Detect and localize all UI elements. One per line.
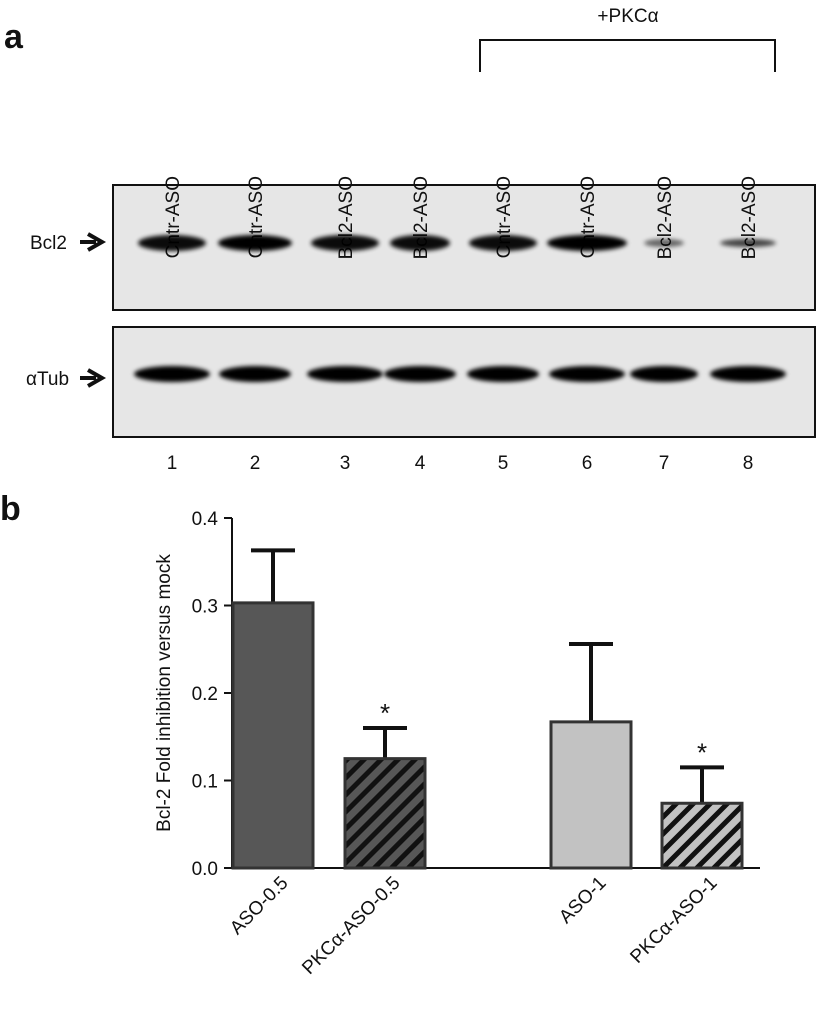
- panel-label: a: [4, 18, 24, 56]
- band: [469, 235, 537, 251]
- row-label: αTub: [26, 369, 69, 390]
- lane-label: Bcl2-ASO: [655, 176, 676, 259]
- lane-number: 3: [340, 453, 351, 474]
- lane-number: 2: [250, 453, 261, 474]
- y-tick-label: 0.0: [192, 859, 218, 880]
- blot-bcl2: [112, 184, 816, 311]
- lane-number: 1: [167, 453, 178, 474]
- bracket: [479, 39, 776, 72]
- y-tick-label: 0.2: [192, 684, 218, 705]
- band: [710, 366, 786, 382]
- blot-tubulin: [112, 326, 816, 438]
- band: [644, 239, 684, 247]
- significance-mark: *: [380, 698, 390, 728]
- lane-number: 4: [415, 453, 426, 474]
- y-tick-label: 0.1: [192, 772, 218, 793]
- y-tick-label: 0.3: [192, 597, 218, 618]
- band: [467, 366, 539, 382]
- y-axis-label: Bcl-2 Fold inhibition versus mock: [154, 554, 175, 832]
- band: [549, 366, 625, 382]
- lane-number: 7: [659, 453, 670, 474]
- lane-label: Bcl2-ASO: [739, 176, 760, 259]
- arrow: [80, 368, 107, 388]
- row-label: Bcl2: [30, 233, 67, 254]
- lane-number: 6: [582, 453, 593, 474]
- bar: [231, 601, 315, 870]
- band: [630, 366, 698, 382]
- band: [384, 366, 456, 382]
- x-tick-label: ASO-1: [555, 873, 610, 928]
- band: [219, 366, 291, 382]
- x-tick-label: PKCα-ASO-1: [626, 873, 721, 968]
- bracket-label: +PKCα: [597, 6, 658, 27]
- lane-number: 8: [743, 453, 754, 474]
- x-tick-label: PKCα-ASO-0.5: [298, 873, 404, 979]
- band: [218, 235, 292, 251]
- bar: [549, 720, 633, 870]
- band: [547, 235, 627, 251]
- panel-label: b: [0, 490, 21, 528]
- significance-mark: *: [697, 737, 707, 767]
- band: [134, 366, 210, 382]
- bar: [343, 757, 427, 870]
- y-tick-label: 0.4: [192, 509, 219, 530]
- band: [311, 235, 379, 251]
- arrow: [80, 232, 107, 252]
- bar: [660, 801, 744, 870]
- x-tick-label: ASO-0.5: [226, 873, 292, 939]
- band: [138, 235, 206, 251]
- band: [307, 366, 383, 382]
- band: [720, 239, 776, 247]
- lane-number: 5: [498, 453, 509, 474]
- band: [390, 235, 450, 251]
